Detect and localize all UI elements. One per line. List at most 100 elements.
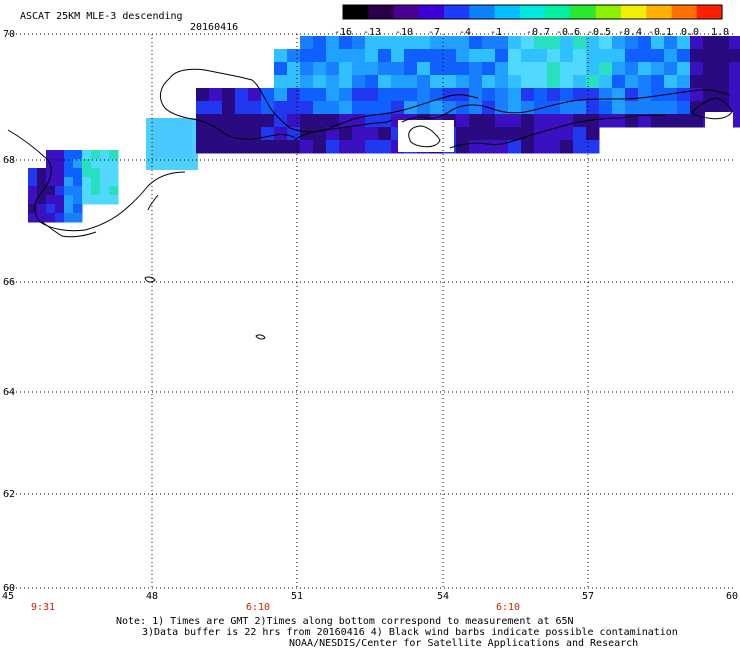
swath-cell [534,36,548,50]
swath-cell [73,195,83,205]
swath-cell [313,140,327,154]
swath-cell [612,49,626,63]
swath-cell [612,62,626,76]
swath-cell [482,75,496,89]
swath-cell [534,88,548,102]
swath-cell [599,36,613,50]
swath-cell [378,88,392,102]
swath-cell [534,62,548,76]
swath-cell [521,88,535,102]
swath-cell [521,36,535,50]
swath-cell [560,88,574,102]
colorbar-swatch [368,5,395,19]
coastline-pechora [401,89,731,123]
swath-cell [274,127,288,141]
swath-cell [261,140,275,154]
time-label: 6:10 [496,602,520,613]
swath-cell [73,204,83,214]
swath-cell [313,101,327,115]
swath-cell [313,49,327,63]
swath-cell [521,140,535,154]
swath-cell [534,49,548,63]
swath-cell [378,75,392,89]
swath-cell [287,49,301,63]
swath-cell [365,62,379,76]
lon-label: 54 [437,591,449,602]
swath-cell [55,177,65,187]
swath-cell [586,101,600,115]
swath-cell [417,49,431,63]
swath-cell [521,62,535,76]
swath-cell [625,49,639,63]
swath-cell [443,62,457,76]
swath-cell [638,49,652,63]
swath-cell [638,75,652,89]
swath-cell [417,36,431,50]
swath-cell [612,75,626,89]
swath-cell [222,114,236,128]
swath-cell [651,101,665,115]
swath-cell [391,88,405,102]
swath-cell [100,186,110,196]
swath-cell [534,75,548,89]
swath-cell [729,62,740,76]
colorbar-swatch [519,5,546,19]
swath-cell [274,114,288,128]
swath-cell [690,49,704,63]
swath-cell [547,127,561,141]
swath-cell [352,49,366,63]
swath-cell [326,62,340,76]
swath-cell [573,140,587,154]
swath-cell [404,62,418,76]
coastline-cheshskaya [294,119,393,141]
swath-cell [599,62,613,76]
swath-cell [365,127,379,141]
swath-cell [547,88,561,102]
swath-cell [508,127,522,141]
swath-cell [55,195,65,205]
swath-cell [495,127,509,141]
swath-cell [729,114,740,128]
swath-cell [261,101,275,115]
swath-cell [287,75,301,89]
swath-cell [326,36,340,50]
lat-lon-grid [8,33,733,589]
swath-cell [404,49,418,63]
swath-cell [469,127,483,141]
swath-cell [209,114,223,128]
swath-cell [339,101,353,115]
swath-cell [521,114,535,128]
swath-cell [690,36,704,50]
swath-cell [64,150,74,160]
swath-cell [391,49,405,63]
swath-cell [495,140,509,154]
swath-cell [274,88,288,102]
swath-cell [573,49,587,63]
swath-cell [495,114,509,128]
swath-cell [495,36,509,50]
swath-cell [547,75,561,89]
swath-cell [209,140,223,154]
colorbar-label: -16 [334,27,352,38]
swath-cell [352,88,366,102]
swath-cell [469,140,483,154]
swath-cell [469,62,483,76]
swath-cell [664,62,678,76]
swath-cell [690,62,704,76]
swath-cell [196,101,210,115]
swath-cell [703,62,717,76]
swath-cell [534,127,548,141]
swath-cell [508,62,522,76]
swath-cell [352,127,366,141]
swath-cell [274,49,288,63]
swath-cell [677,36,691,50]
lon-label: 60 [726,591,738,602]
swath-cell [430,49,444,63]
swath-cell [109,195,119,205]
swath-cell [586,88,600,102]
swath-cell [612,88,626,102]
colorbar-label: -13 [363,27,381,38]
colorbar-label: 1.0 [711,27,729,38]
note-line: NOAA/NESDIS/Center for Satellite Applica… [289,638,638,649]
